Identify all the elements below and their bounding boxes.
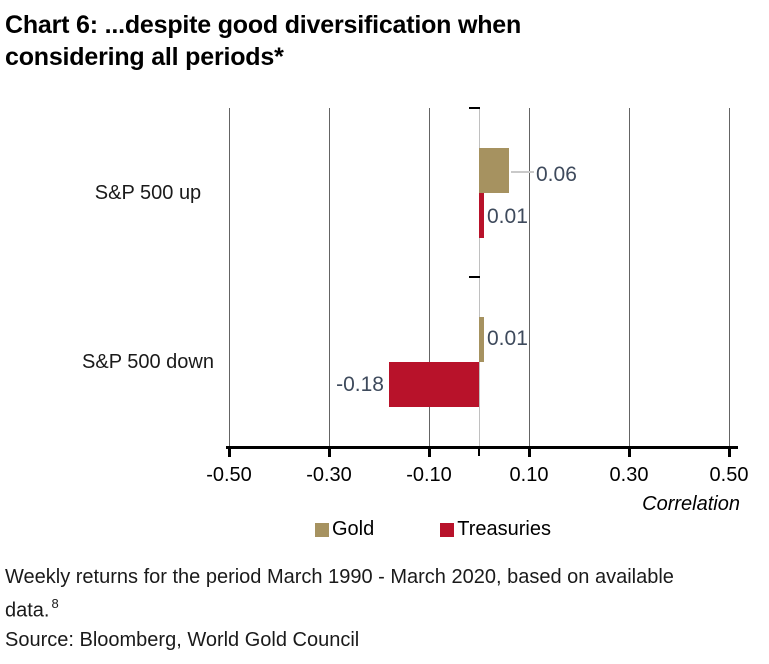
- source-line: Source: Bloomberg, World Gold Council: [5, 629, 360, 651]
- x-axis-tick: [327, 446, 331, 457]
- legend-swatch-gold: [315, 522, 329, 537]
- data-label-gold-s-p-500-up: 0.06: [536, 163, 577, 186]
- x-axis-tick: [227, 446, 231, 457]
- chart-title-line1: Chart 6: ...despite good diversification…: [5, 11, 522, 39]
- footnote-line2: data.: [5, 599, 50, 622]
- leader-line: [511, 171, 534, 173]
- category-boundary-tick: [469, 107, 480, 109]
- bar-treasuries-s-p-500-up: [479, 192, 484, 238]
- legend-label-treasuries: Treasuries: [457, 518, 551, 540]
- footnote: Weekly returns for the period March 1990…: [5, 563, 674, 625]
- bar-gold-s-p-500-down: [479, 316, 484, 362]
- x-axis-line: [226, 446, 738, 449]
- legend: Gold Treasuries: [315, 518, 551, 541]
- legend-item-gold: Gold: [315, 518, 374, 541]
- x-tick-label: -0.30: [306, 464, 352, 486]
- legend-item-treasuries: Treasuries: [440, 518, 551, 541]
- bar-gold-s-p-500-up: [479, 147, 509, 193]
- x-tick-label: -0.50: [206, 464, 252, 486]
- gridline: [228, 108, 230, 446]
- x-tick-label: 0.30: [609, 464, 649, 486]
- chart-title: Chart 6: ...despite good diversification…: [5, 9, 521, 73]
- chart-title-line2: considering all periods*: [5, 43, 284, 71]
- gridline: [628, 108, 630, 446]
- gridline: [328, 108, 330, 446]
- x-axis-tick: [427, 446, 431, 457]
- bar-treasuries-s-p-500-down: [389, 361, 479, 407]
- x-tick-label: -0.10: [406, 464, 452, 486]
- data-label-treasuries-s-p-500-up: 0.01: [487, 205, 528, 228]
- category-label-s-p-500-down: S&P 500 down: [82, 350, 214, 373]
- category-boundary-tick: [469, 276, 480, 278]
- x-axis-tick: [627, 446, 631, 457]
- x-tick-label: 0.50: [709, 464, 749, 486]
- data-label-treasuries-s-p-500-down: -0.18: [336, 373, 384, 396]
- gridline: [728, 108, 730, 446]
- legend-label-gold: Gold: [332, 518, 375, 540]
- category-label-s-p-500-up: S&P 500 up: [94, 181, 202, 204]
- x-axis-tick: [727, 446, 731, 457]
- data-label-gold-s-p-500-down: 0.01: [487, 327, 528, 350]
- footnote-superscript: 8: [51, 596, 59, 611]
- x-tick-label: 0.10: [509, 464, 549, 486]
- x-axis-label: Correlation: [642, 493, 740, 515]
- footnote-line1: Weekly returns for the period March 1990…: [5, 566, 674, 588]
- x-axis-tick-zero: [478, 446, 480, 456]
- x-axis-tick: [527, 446, 531, 457]
- gridline: [528, 108, 530, 446]
- legend-swatch-treasuries: [440, 522, 455, 537]
- gridline: [428, 108, 430, 446]
